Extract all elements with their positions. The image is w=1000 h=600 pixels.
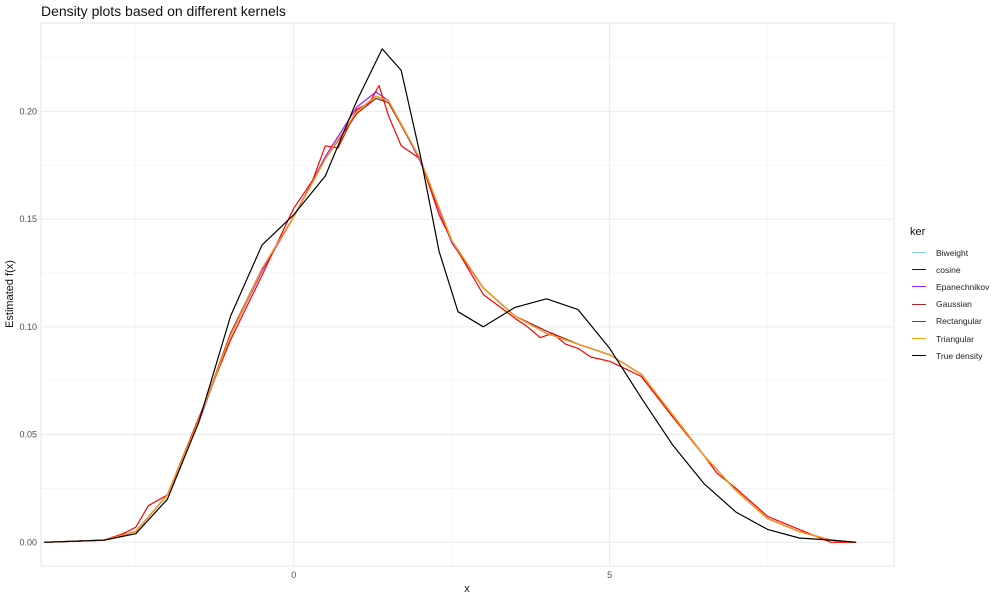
legend-label: Gaussian	[936, 299, 972, 310]
legend-item-gaussian: Gaussian	[910, 296, 998, 313]
legend-item-rectangular: Rectangular	[910, 313, 998, 330]
legend-key-true-density	[912, 355, 926, 357]
legend-items: Biweight cosine Epanechnikov Gaussian Rectan…	[910, 244, 998, 364]
y-tick-label: 0.05	[19, 430, 37, 440]
series-line-triangular	[44, 95, 857, 543]
y-tick-label: 0.20	[19, 106, 37, 116]
legend-label: Biweight	[936, 247, 969, 258]
x-tick-label: 0	[291, 570, 296, 580]
legend-key-cosine	[912, 269, 926, 271]
plot-panel	[40, 22, 895, 567]
legend-item-cosine: cosine	[910, 261, 998, 278]
tick-labels: 0 5 0.00 0.05 0.10 0.15 0.20	[19, 106, 612, 580]
legend-item-epanechnikov: Epanechnikov	[910, 278, 998, 295]
y-axis-title: Estimated f(x)	[4, 260, 16, 328]
legend-label: cosine	[936, 264, 961, 275]
grid-lines	[41, 23, 894, 566]
y-tick-label: 0.00	[19, 537, 37, 547]
legend-key-rectangular	[912, 320, 926, 322]
chart-title: Density plots based on different kernels	[41, 3, 286, 19]
legend-key-epanechnikov	[912, 286, 926, 288]
y-tick-label: 0.15	[19, 214, 37, 224]
legend-label: Rectangular	[936, 316, 982, 327]
legend-title: ker	[910, 226, 926, 238]
legend-key-biweight	[912, 252, 926, 254]
series-lines	[44, 48, 857, 543]
legend-item-biweight: Biweight	[910, 244, 998, 261]
legend-label: Epanechnikov	[936, 281, 990, 292]
legend-item-true-density: True density	[910, 347, 998, 364]
x-axis-title: x	[464, 583, 470, 595]
legend-key-triangular	[912, 338, 926, 340]
x-tick-label: 5	[607, 570, 612, 580]
series-line-true-density	[44, 48, 857, 543]
legend: ker Biweight cosine Epanechnikov Gaussian Re…	[910, 226, 998, 364]
legend-label: Triangular	[936, 333, 974, 344]
y-tick-label: 0.10	[19, 322, 37, 332]
legend-key-gaussian	[912, 303, 926, 305]
legend-item-triangular: Triangular	[910, 330, 998, 347]
legend-label: True density	[936, 350, 983, 361]
